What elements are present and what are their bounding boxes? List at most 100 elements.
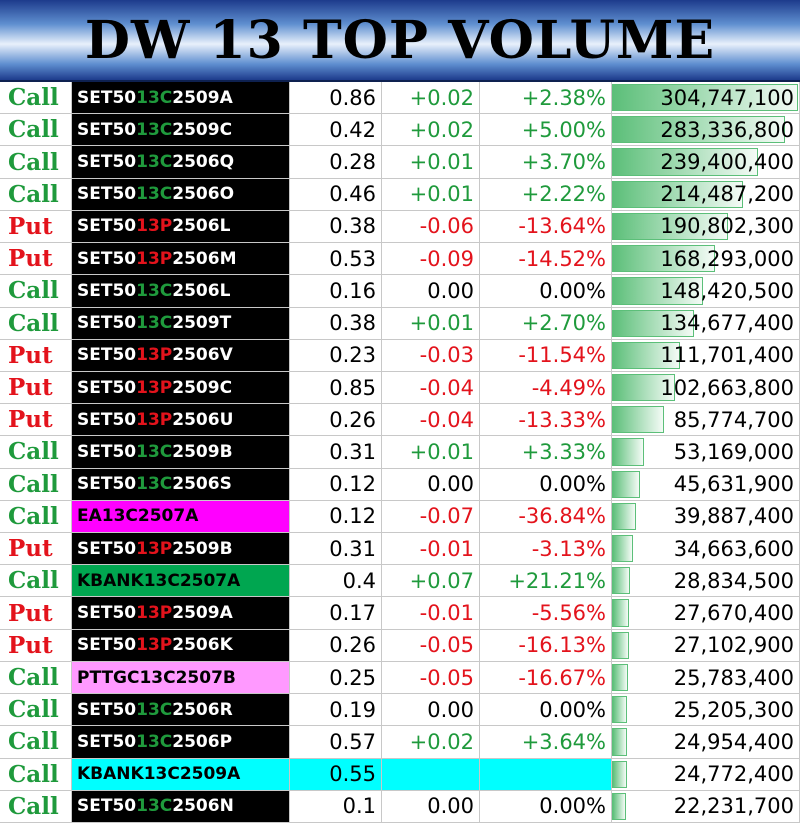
name-part: SET50 — [77, 248, 137, 269]
type-cell: Call — [0, 436, 72, 469]
name-part: 13P — [136, 603, 173, 624]
volume-bar — [612, 599, 629, 627]
change: 0.00 — [382, 694, 480, 727]
name-part: SET50 — [77, 152, 137, 173]
name-part: 2506S — [172, 474, 232, 495]
name-part: 2509A — [172, 87, 233, 108]
name-part: SET50 — [77, 313, 137, 334]
name-part: SET50 — [77, 184, 137, 205]
name-cell: KBANK13C2507A — [72, 565, 290, 598]
name-cell: SET50 13C 2509T — [72, 307, 290, 340]
percent-change: -13.33% — [480, 404, 612, 437]
percent-change: -14.52% — [480, 243, 612, 276]
name-part: 2509A — [172, 603, 233, 624]
price: 0.46 — [290, 178, 382, 211]
name-cell: SET50 13C 2506Q — [72, 146, 290, 179]
volume-cell: 27,670,400 — [612, 597, 800, 630]
name-part: 2506R — [172, 699, 233, 720]
volume-cell: 25,783,400 — [612, 661, 800, 695]
name-part: 2509C — [172, 119, 233, 140]
type-cell: Put — [0, 629, 72, 662]
volume-cell: 24,772,400 — [612, 758, 800, 791]
percent-change: -16.13% — [480, 629, 612, 662]
percent-change: -5.56% — [480, 597, 612, 630]
name-cell: SET50 13P 2509C — [72, 371, 290, 405]
price: 0.19 — [290, 694, 382, 727]
table: Call SET50 13C 2509A 0.86 +0.02 +2.38% 304,747,… — [0, 82, 800, 823]
volume: 45,631,900 — [673, 472, 794, 497]
volume-bar — [612, 502, 637, 531]
volume-bar — [612, 212, 729, 241]
name-part: 13P — [136, 377, 173, 398]
volume-bar — [612, 792, 626, 820]
volume: 53,169,000 — [673, 439, 794, 464]
volume-bar — [612, 116, 785, 144]
volume: 25,205,300 — [673, 697, 794, 722]
type-cell: Call — [0, 146, 72, 179]
name-part: SET50 — [77, 280, 137, 301]
change: 0.00 — [382, 790, 480, 823]
name-part: 13C — [136, 731, 173, 752]
name-part: 13P — [136, 409, 173, 430]
price: 0.86 — [290, 82, 382, 115]
percent-change: 0.00% — [480, 468, 612, 501]
volume-bar — [612, 760, 628, 788]
type-cell: Put — [0, 371, 72, 405]
percent-change: +5.00% — [480, 114, 612, 147]
percent-change: +3.70% — [480, 146, 612, 179]
price: 0.38 — [290, 210, 382, 244]
name-part: SET50 — [77, 216, 137, 237]
name-part: 2506M — [172, 248, 237, 269]
percent-change: -11.54% — [480, 339, 612, 372]
volume-cell: 53,169,000 — [612, 436, 800, 469]
volume: 24,954,400 — [673, 729, 794, 754]
volume-bar — [612, 696, 628, 724]
volume-cell: 85,774,700 — [612, 404, 800, 437]
volume-cell: 22,231,700 — [612, 790, 800, 823]
volume: 134,677,400 — [660, 311, 794, 336]
volume-cell: 134,677,400 — [612, 307, 800, 340]
volume-bar — [612, 148, 759, 176]
price: 0.16 — [290, 275, 382, 308]
percent-change: -4.49% — [480, 371, 612, 405]
name-cell: SET50 13P 2506M — [72, 243, 290, 276]
name-part: 2509B — [172, 441, 233, 462]
volume: 34,663,600 — [673, 536, 794, 561]
change: +0.01 — [382, 307, 480, 340]
volume-bar — [612, 406, 665, 434]
name-part: 13C — [136, 152, 173, 173]
change: -0.01 — [382, 533, 480, 566]
percent-change — [480, 758, 612, 791]
volume-bar — [612, 245, 715, 273]
volume: 239,400,400 — [660, 150, 794, 175]
price: 0.53 — [290, 243, 382, 276]
volume-bar — [612, 728, 628, 756]
percent-change: -16.67% — [480, 661, 612, 695]
volume-bar — [612, 567, 630, 595]
percent-change: +21.21% — [480, 565, 612, 598]
name-cell: SET50 13C 2506P — [72, 726, 290, 759]
volume: 190,802,300 — [660, 214, 794, 239]
volume: 28,834,500 — [673, 568, 794, 593]
price: 0.4 — [290, 565, 382, 598]
change: -0.07 — [382, 500, 480, 534]
name-cell: SET50 13C 2506O — [72, 178, 290, 211]
name-part: SET50 — [77, 603, 137, 624]
percent-change: +3.33% — [480, 436, 612, 469]
name-part: 13P — [136, 248, 173, 269]
type-cell: Put — [0, 533, 72, 566]
change: -0.04 — [382, 404, 480, 437]
type-cell: Put — [0, 339, 72, 372]
type-cell: Put — [0, 597, 72, 630]
volume: 102,663,800 — [660, 375, 794, 400]
volume-cell: 39,887,400 — [612, 500, 800, 534]
volume: 214,487,200 — [660, 182, 794, 207]
volume-bar — [612, 663, 628, 692]
type-cell: Call — [0, 790, 72, 823]
price: 0.31 — [290, 533, 382, 566]
percent-change: +2.38% — [480, 82, 612, 115]
price: 0.26 — [290, 629, 382, 662]
change: -0.01 — [382, 597, 480, 630]
name-part: SET50 — [77, 345, 137, 366]
percent-change: 0.00% — [480, 694, 612, 727]
